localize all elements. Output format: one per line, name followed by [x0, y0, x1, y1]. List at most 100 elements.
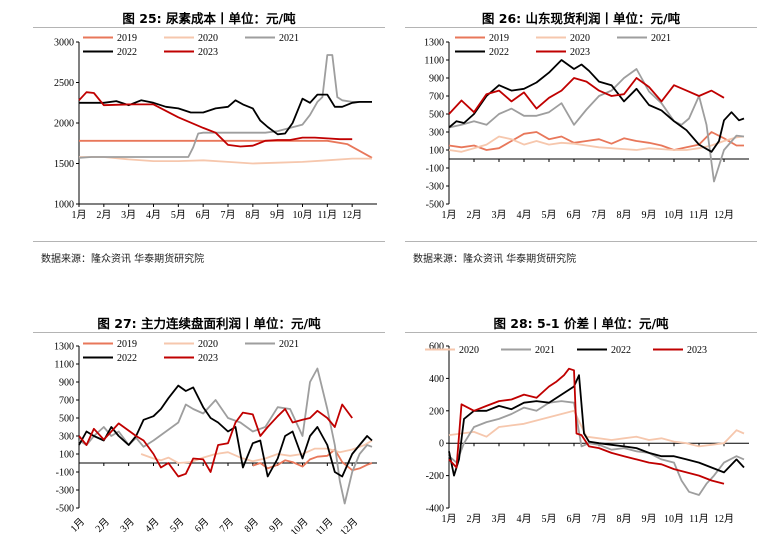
legend-label-2019: 2019 — [117, 339, 137, 350]
title-divider — [405, 332, 757, 333]
legend-label-2020: 2020 — [198, 33, 218, 44]
legend-label-2021: 2021 — [279, 339, 299, 350]
y-tick-label: -400 — [426, 504, 444, 515]
x-tick-label: 4月 — [146, 209, 161, 221]
chart-title: 图 26: 山东现货利润丨单位：元/吨 — [481, 11, 681, 26]
legend-label-2022: 2022 — [611, 345, 631, 356]
x-tick-label: 8月 — [617, 209, 632, 221]
series-line-2021 — [448, 400, 745, 496]
series-line-2023 — [448, 77, 725, 115]
x-tick-label: 12月 — [342, 209, 362, 221]
x-tick-label: 12月 — [714, 513, 734, 525]
y-tick-label: 1100 — [424, 56, 444, 67]
x-tick-label: 12月 — [338, 516, 361, 534]
y-tick-label: 300 — [59, 432, 74, 443]
x-tick-label: 8月 — [242, 516, 261, 534]
x-tick-label: 9月 — [642, 209, 657, 221]
x-tick-label: 7月 — [217, 516, 236, 534]
legend-label-2023: 2023 — [198, 47, 218, 58]
y-tick-label: 700 — [429, 92, 444, 103]
x-tick-label: 3月 — [121, 209, 136, 221]
chart-title: 图 25: 尿素成本丨单位：元/吨 — [122, 11, 296, 26]
x-tick-label: 2月 — [93, 516, 112, 534]
x-tick-label: 2月 — [467, 513, 482, 525]
x-tick-label: 5月 — [542, 209, 557, 221]
y-tick-label: -100 — [426, 164, 444, 175]
legend-label-2019: 2019 — [117, 33, 137, 44]
x-tick-label: 1月 — [442, 209, 457, 221]
x-tick-label: 9月 — [270, 209, 285, 221]
data-source: 数据来源：隆众资讯 华泰期货研究院 — [41, 254, 205, 265]
series-line-2020 — [448, 135, 745, 153]
y-tick-label: 500 — [59, 414, 74, 425]
series-line-2022 — [448, 374, 745, 477]
x-tick-label: 8月 — [617, 513, 632, 525]
y-tick-label: -200 — [426, 471, 444, 482]
chart-panel-3: 图 27: 主力连续盘面利润丨单位：元/吨 -500 -300 -100 100 300… — [33, 306, 385, 534]
x-tick-label: 4月 — [517, 513, 532, 525]
legend-label-2023: 2023 — [570, 47, 590, 58]
data-source: 数据来源：隆众资讯 华泰期货研究院 — [413, 254, 577, 265]
x-tick-label: 8月 — [245, 209, 260, 221]
x-tick-label: 12月 — [714, 209, 734, 221]
source-divider — [33, 241, 385, 242]
y-tick-label: 700 — [59, 396, 74, 407]
x-tick-label: 11月 — [313, 516, 335, 534]
x-tick-label: 6月 — [192, 516, 211, 534]
legend-label-2020: 2020 — [198, 339, 218, 350]
y-tick-label: 1300 — [54, 342, 74, 353]
y-tick-label: 200 — [429, 406, 444, 417]
y-tick-label: 900 — [429, 74, 444, 85]
chart-panel-2: 图 26: 山东现货利润丨单位：元/吨 -500 -300 -100 100 300 50… — [405, 0, 757, 270]
x-tick-label: 3月 — [492, 209, 507, 221]
x-tick-label: 10月 — [664, 209, 684, 221]
x-tick-label: 2月 — [467, 209, 482, 221]
x-tick-label: 7月 — [592, 209, 607, 221]
x-tick-label: 6月 — [567, 513, 582, 525]
y-tick-label: 0 — [439, 439, 444, 450]
x-tick-label: 10月 — [664, 513, 684, 525]
chart-title: 图 27: 主力连续盘面利润丨单位：元/吨 — [97, 316, 321, 331]
x-tick-label: 1月 — [72, 209, 87, 221]
x-tick-label: 3月 — [492, 513, 507, 525]
y-tick-label: -300 — [426, 182, 444, 193]
x-tick-label: 4月 — [143, 516, 162, 534]
y-tick-label: 2000 — [54, 119, 74, 130]
series-line-2021 — [78, 54, 372, 159]
y-tick-label: 600 — [429, 342, 444, 353]
y-tick-label: 3000 — [54, 38, 74, 49]
x-tick-label: 4月 — [517, 209, 532, 221]
legend-label-2020: 2020 — [570, 33, 590, 44]
x-tick-label: 9月 — [642, 513, 657, 525]
x-tick-label: 10月 — [288, 516, 311, 534]
title-divider — [33, 27, 385, 28]
legend-label-2022: 2022 — [117, 353, 137, 364]
y-tick-label: 400 — [429, 374, 444, 385]
chart-panel-4: 图 28: 5-1 价差丨单位：元/吨 -400 -200 0 200 400 600 1月… — [405, 306, 757, 534]
source-divider — [405, 241, 757, 242]
legend-label-2022: 2022 — [489, 47, 509, 58]
y-tick-label: -100 — [56, 468, 74, 479]
legend-label-2021: 2021 — [651, 33, 671, 44]
x-tick-label: 11月 — [318, 209, 338, 221]
y-tick-label: 300 — [429, 128, 444, 139]
series-line-2023 — [78, 403, 353, 478]
series-line-2022 — [78, 384, 373, 478]
title-divider — [33, 332, 385, 333]
series-line-2022 — [79, 93, 372, 136]
x-tick-label: 11月 — [689, 513, 709, 525]
x-tick-label: 10月 — [293, 209, 313, 221]
y-tick-label: -500 — [56, 504, 74, 515]
legend-label-2022: 2022 — [117, 47, 137, 58]
x-tick-label: 11月 — [689, 209, 709, 221]
x-tick-label: 7月 — [221, 209, 236, 221]
legend-label-2023: 2023 — [198, 353, 218, 364]
series-line-2023 — [78, 91, 353, 148]
series-line-2023 — [448, 367, 725, 485]
y-tick-label: 900 — [59, 378, 74, 389]
series-line-2021 — [78, 367, 373, 505]
x-tick-label: 6月 — [196, 209, 211, 221]
y-tick-label: 1000 — [54, 200, 74, 211]
y-tick-label: -500 — [426, 200, 444, 211]
chart-title: 图 28: 5-1 价差丨单位：元/吨 — [493, 316, 669, 331]
